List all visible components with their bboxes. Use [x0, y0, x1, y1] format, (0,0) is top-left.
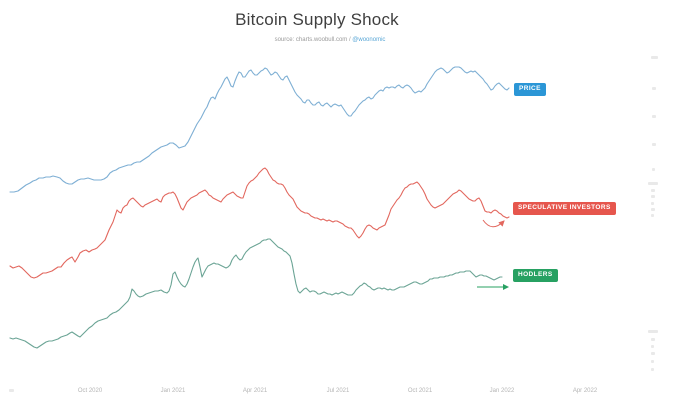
- chart-source-link[interactable]: @woonomic: [352, 37, 386, 43]
- axis-tick-mark: [651, 368, 654, 371]
- axis-tick-mark: [652, 115, 656, 118]
- axis-tick-mark: [651, 208, 655, 211]
- chart-source-line: source: charts.woobull.com / @woonomic: [275, 37, 386, 43]
- axis-tick-mark: [9, 389, 14, 392]
- axis-tick-mark: [652, 143, 656, 146]
- axis-tick-mark: [648, 330, 658, 333]
- axis-tick-mark: [651, 338, 655, 341]
- page-title: Bitcoin Supply Shock: [235, 10, 399, 29]
- axis-tick-mark: [651, 195, 655, 198]
- hodlers-label-chip: HODLERS: [513, 269, 558, 282]
- x-axis-tick-label: Jul 2021: [326, 388, 350, 394]
- speculative-annotation-arrow: [482, 219, 505, 228]
- price-label-chip: PRICE: [514, 83, 546, 96]
- axis-tick-mark: [651, 56, 658, 59]
- axis-tick-mark: [651, 352, 655, 355]
- chart-source-text: source: charts.woobull.com /: [274, 37, 353, 43]
- axis-tick-mark: [652, 87, 656, 90]
- axis-tick-mark: [651, 214, 654, 217]
- series-line-speculative-investors: [9, 167, 510, 279]
- x-axis-tick-label: Jan 2021: [160, 388, 186, 394]
- series-line-hodlers: [9, 238, 503, 349]
- x-axis-tick-label: Jan 2022: [489, 388, 515, 394]
- axis-tick-mark: [652, 168, 655, 171]
- axis-tick-mark: [651, 202, 654, 205]
- axis-tick-mark: [651, 189, 655, 192]
- axis-tick-mark: [648, 182, 658, 185]
- x-axis-tick-label: Oct 2021: [407, 388, 433, 394]
- series-line-price: [9, 66, 510, 193]
- axis-tick-mark: [651, 360, 654, 363]
- axis-tick-mark: [651, 345, 654, 348]
- x-axis-tick-label: Apr 2022: [572, 388, 598, 394]
- x-axis-tick-label: Apr 2021: [242, 388, 268, 394]
- x-axis-tick-label: Oct 2020: [77, 388, 103, 394]
- speculative-investors-label-chip: SPECULATIVE INVESTORS: [513, 202, 616, 215]
